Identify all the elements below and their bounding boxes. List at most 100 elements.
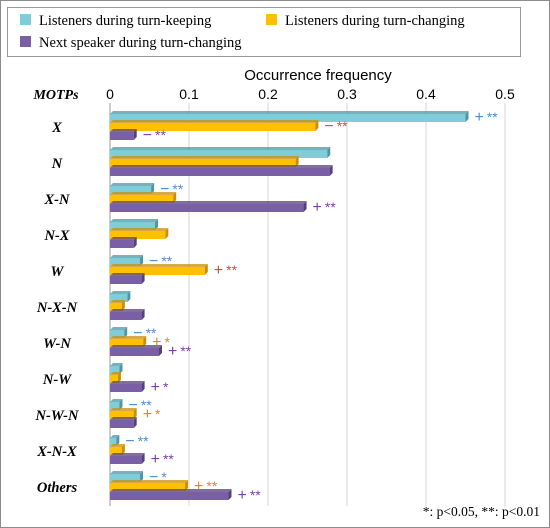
bar (110, 483, 186, 491)
bar (110, 375, 118, 383)
x-axis-ticks: 0 0.1 0.2 0.3 0.4 0.5 (106, 86, 515, 102)
bar (110, 456, 142, 464)
significance-label: − ** (125, 433, 149, 450)
bar (110, 258, 141, 266)
bar (110, 195, 174, 203)
bar-top (110, 183, 155, 186)
bar-top (110, 417, 137, 420)
x-tick-label: 0 (106, 86, 114, 102)
bar-top (110, 291, 131, 294)
bar-side (141, 309, 145, 320)
bar-side (327, 147, 331, 158)
bar-side (127, 291, 131, 302)
bar-side (119, 363, 123, 374)
bar (110, 384, 142, 392)
category-label: X (51, 120, 62, 136)
bar (110, 168, 330, 176)
bars (110, 111, 469, 500)
significance-label: − ** (133, 325, 157, 342)
bar-top (110, 345, 162, 348)
significance-label: + ** (151, 451, 175, 468)
bar-top (110, 480, 189, 483)
bar (110, 303, 122, 311)
bar (110, 312, 142, 320)
bar (110, 330, 125, 338)
bar-side (228, 489, 232, 500)
significance-label: + * (143, 406, 161, 423)
significance-label: − ** (160, 181, 184, 198)
bar-top (110, 273, 145, 276)
legend-label: Listeners during turn-changing (285, 13, 465, 29)
bar-top (110, 471, 144, 474)
bar-side (303, 201, 307, 212)
significance-label: − ** (149, 253, 173, 270)
significance-label: + ** (475, 109, 499, 126)
bar (110, 492, 229, 500)
chart-legend: Listeners during turn-keeping Listeners … (7, 7, 521, 57)
bar (110, 159, 296, 167)
bar-side (133, 417, 137, 428)
x-tick-label: 0.2 (258, 86, 278, 102)
bar (110, 402, 120, 410)
bar-side (121, 444, 125, 455)
bar-side (143, 336, 147, 347)
bar-side (116, 435, 120, 446)
bar-side (185, 480, 189, 491)
bar-side (119, 399, 123, 410)
bar-side (465, 111, 469, 122)
bar-top (110, 156, 299, 159)
bar-top (110, 129, 137, 132)
significance-label: − ** (324, 118, 348, 135)
legend-item-turn-changing: Listeners during turn-changing (266, 13, 465, 30)
significance-label: + ** (194, 478, 218, 495)
bar-top (110, 435, 120, 438)
bar-side (151, 183, 155, 194)
bar (110, 114, 466, 122)
category-label: X-N (44, 192, 71, 208)
bar-top (110, 192, 177, 195)
bar-side (141, 381, 145, 392)
significance-label: + * (151, 379, 169, 396)
x-tick-label: 0.3 (337, 86, 357, 102)
x-tick-label: 0.5 (495, 86, 515, 102)
significance-label: + * (152, 334, 170, 351)
bar-side (140, 255, 144, 266)
bar (110, 348, 159, 356)
bar-side (133, 408, 137, 419)
bar (110, 438, 117, 446)
bar-top (110, 408, 137, 411)
bar-top (110, 444, 125, 447)
bar (110, 276, 142, 284)
bar-side (117, 372, 121, 383)
bar-top (110, 147, 331, 150)
bar-side (124, 327, 128, 338)
category-label: N-X-N (36, 300, 78, 316)
bar-top (110, 165, 333, 168)
significance-label: − * (149, 469, 167, 486)
bar (110, 186, 152, 194)
bar-top (110, 327, 128, 330)
bar-top (110, 336, 147, 339)
bar (110, 447, 122, 455)
significance-label: − ** (128, 397, 152, 414)
bar-top (110, 372, 121, 375)
bar (110, 411, 134, 419)
bar-top (110, 120, 319, 123)
significance-label: − ** (143, 127, 167, 144)
bar-side (204, 264, 208, 275)
bar-side (133, 129, 137, 140)
bar-top (110, 237, 137, 240)
category-label: N-W-N (35, 408, 79, 424)
bar (110, 204, 304, 212)
bar-side (295, 156, 299, 167)
bar-side (140, 471, 144, 482)
category-label: N-X (44, 228, 70, 244)
bar-top (110, 489, 232, 492)
category-label: X-N-X (36, 444, 77, 460)
legend-swatch (266, 14, 277, 25)
bar-side (173, 192, 177, 203)
bar-side (141, 453, 145, 464)
bar (110, 222, 156, 230)
bar-top (110, 228, 169, 231)
